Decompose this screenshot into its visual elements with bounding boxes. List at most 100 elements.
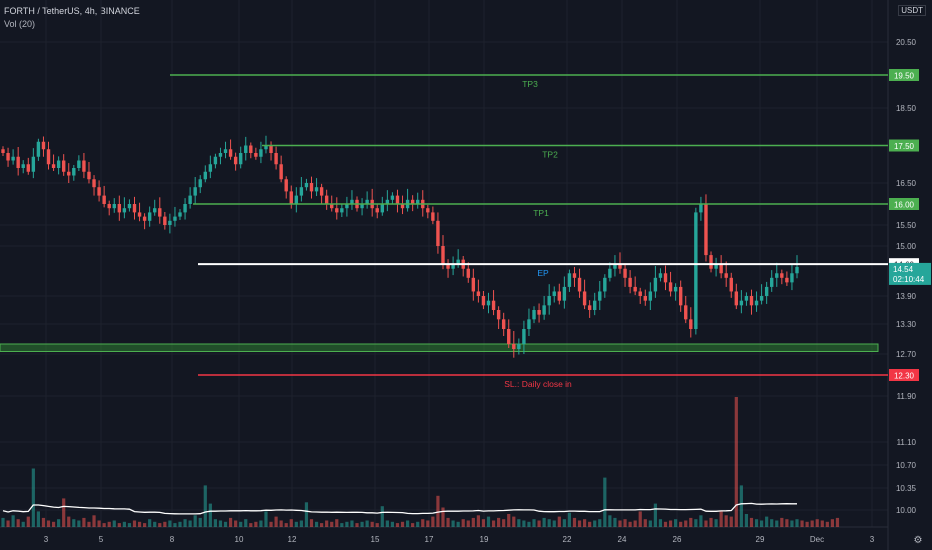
volume-bar <box>658 519 663 527</box>
candle-body <box>689 319 693 329</box>
volume-bar <box>628 521 632 527</box>
volume-bar <box>704 520 708 527</box>
price-axis-tick: 10.70 <box>896 461 917 470</box>
volume-bar <box>653 503 657 527</box>
candle-body <box>233 156 238 165</box>
volume-bar <box>51 521 56 527</box>
volume-bar <box>97 520 101 527</box>
volume-bar <box>466 520 470 527</box>
volume-bar <box>239 521 243 527</box>
candle-body <box>678 286 683 306</box>
volume-bar <box>46 520 51 527</box>
candle-body <box>314 187 319 192</box>
volume-bar <box>668 520 673 527</box>
volume-bar <box>188 520 192 527</box>
volume-bar <box>178 521 182 527</box>
volume-bar <box>780 517 784 527</box>
volume-bar <box>87 521 91 527</box>
candle-body <box>77 160 81 168</box>
volume-bar <box>820 520 824 527</box>
candle-body <box>36 141 41 157</box>
price-axis-tick: 12.70 <box>896 350 917 359</box>
volume-bar <box>512 516 516 527</box>
volume-bar <box>547 519 551 527</box>
last-price-tag <box>889 262 931 285</box>
volume-bar <box>431 516 435 527</box>
volume-bar <box>6 520 10 527</box>
volume-bar <box>441 507 445 527</box>
volume-bar <box>572 517 577 527</box>
level-price-tag <box>889 69 919 81</box>
candle-body <box>694 212 698 329</box>
candle-body <box>724 273 728 278</box>
volume-bar <box>274 516 278 527</box>
candle-body <box>390 195 395 200</box>
volume-bar <box>314 521 319 527</box>
candle-body <box>21 164 25 168</box>
candle-body <box>577 277 582 292</box>
candle-body <box>173 216 177 221</box>
candle-body <box>380 204 384 213</box>
volume-bar <box>254 521 258 527</box>
time-axis-tick: 17 <box>425 535 434 544</box>
volume-bar <box>350 520 354 527</box>
volume-bar <box>67 516 71 527</box>
time-axis-tick: 10 <box>235 535 244 544</box>
volume-bar <box>744 514 749 527</box>
volume-bar <box>608 515 612 527</box>
volume-bar <box>259 520 263 527</box>
price-axis-tick: 13.30 <box>896 320 917 329</box>
volume-bar <box>522 520 526 527</box>
time-axis-tick: 24 <box>618 535 627 544</box>
volume-indicator-label[interactable]: Vol (20) <box>4 19 36 29</box>
candle-body <box>557 291 562 301</box>
candle-body <box>269 145 273 153</box>
candle-body <box>623 268 627 278</box>
volume-bar <box>517 519 521 527</box>
volume-bar <box>451 520 455 527</box>
volume-bar <box>699 515 703 527</box>
candle-body <box>208 164 213 172</box>
candle-body <box>426 208 430 213</box>
volume-bar <box>507 514 511 527</box>
candle-body <box>754 300 759 306</box>
volume-bar <box>36 511 41 527</box>
candle-body <box>137 212 142 217</box>
volume-bar <box>77 520 81 527</box>
volume-bar <box>107 521 111 527</box>
volume-bar <box>663 521 668 527</box>
price-axis-tick: 11.90 <box>897 392 917 401</box>
volume-bar <box>582 519 587 527</box>
volume-bar <box>218 520 223 527</box>
currency-selector[interactable]: USDT <box>898 5 926 16</box>
candle-body <box>673 286 678 292</box>
volume-bar <box>714 519 718 527</box>
volume-bar <box>117 523 121 527</box>
candle-body <box>335 208 339 213</box>
volume-bar <box>709 517 713 527</box>
level-price-tag <box>889 369 919 381</box>
time-axis-tick: Dec <box>810 535 824 544</box>
volume-bar <box>137 521 142 527</box>
volume-bar <box>537 520 541 527</box>
candle-body <box>97 187 101 196</box>
volume-bar <box>168 520 172 527</box>
last-price-value: 14.54 <box>893 265 914 274</box>
level-price-tag <box>889 198 919 210</box>
level-price-tag-text: 12.30 <box>894 372 915 381</box>
candle-body <box>92 179 96 188</box>
volume-bar <box>325 520 329 527</box>
candle-body <box>517 344 521 349</box>
volume-bar <box>471 517 475 527</box>
volume-bar <box>72 519 76 527</box>
volume-bar <box>749 517 754 527</box>
settings-gear-icon: ⚙ <box>914 535 923 546</box>
candle-body <box>279 164 283 180</box>
level-price-tag-text: 16.00 <box>894 201 915 210</box>
volume-bar <box>153 521 157 527</box>
candle-body <box>416 199 420 204</box>
volume-bar <box>355 523 359 527</box>
volume-bar <box>426 520 430 527</box>
candle-body <box>628 277 632 287</box>
